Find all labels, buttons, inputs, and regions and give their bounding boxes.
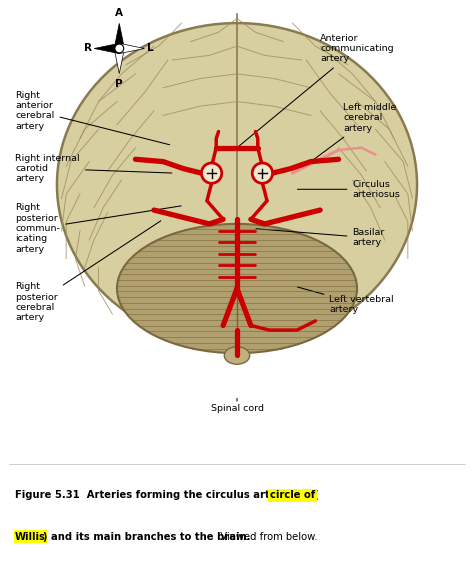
Circle shape <box>201 163 222 184</box>
Text: circle of: circle of <box>270 490 315 500</box>
Ellipse shape <box>224 347 250 364</box>
Ellipse shape <box>117 224 357 353</box>
Text: Anterior
communicating
artery: Anterior communicating artery <box>239 34 394 146</box>
Text: Right
posterior
cerebral
artery: Right posterior cerebral artery <box>15 221 161 323</box>
Text: Willis: Willis <box>15 532 46 542</box>
Text: Spinal cord: Spinal cord <box>210 404 264 413</box>
Text: ) and its main branches to the brain.: ) and its main branches to the brain. <box>43 532 250 542</box>
Polygon shape <box>114 48 125 74</box>
Text: L: L <box>147 43 154 53</box>
Text: R: R <box>84 43 92 53</box>
Circle shape <box>252 163 273 184</box>
Text: Left vertebral
artery: Left vertebral artery <box>297 287 394 314</box>
Polygon shape <box>114 23 125 48</box>
Ellipse shape <box>57 23 417 346</box>
Text: Circulus
arteriosus: Circulus arteriosus <box>298 180 400 199</box>
Text: A: A <box>115 8 123 18</box>
Text: P: P <box>116 79 123 89</box>
Polygon shape <box>119 43 145 53</box>
Text: Right
posterior
commun-
icating
artery: Right posterior commun- icating artery <box>15 203 181 254</box>
Text: Viewed from below.: Viewed from below. <box>214 532 318 542</box>
Circle shape <box>115 44 124 53</box>
Text: Figure 5.31  Arteries forming the circulus arteriosus (: Figure 5.31 Arteries forming the circulu… <box>15 490 319 500</box>
Text: Basilar
artery: Basilar artery <box>256 228 385 248</box>
Text: Right internal
carotid
artery: Right internal carotid artery <box>15 154 172 184</box>
Text: Left middle
cerebral
artery: Left middle cerebral artery <box>304 103 397 167</box>
Text: Right
anterior
cerebral
artery: Right anterior cerebral artery <box>15 91 170 145</box>
Polygon shape <box>94 43 119 53</box>
